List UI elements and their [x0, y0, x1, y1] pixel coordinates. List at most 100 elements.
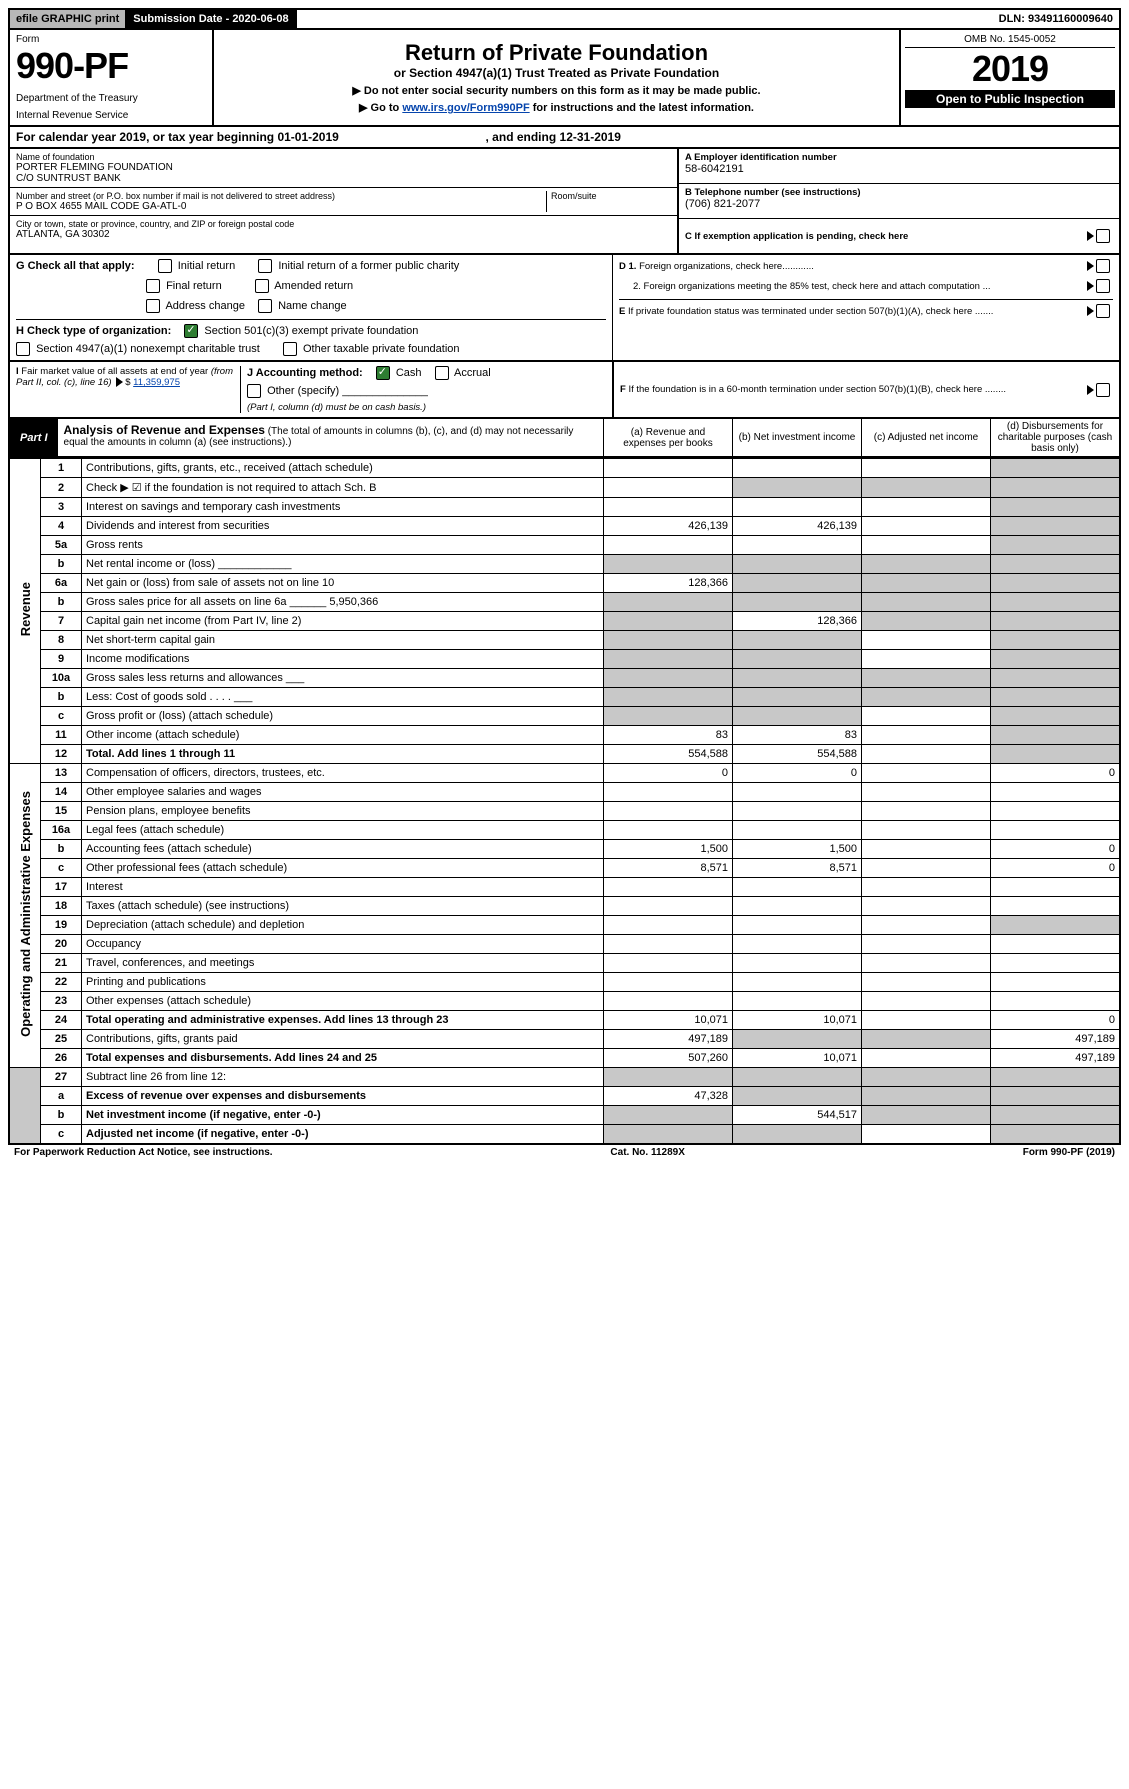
table-row: 18Taxes (attach schedule) (see instructi… — [9, 897, 1120, 916]
table-row: bNet rental income or (loss) ___________… — [9, 555, 1120, 574]
table-row: 2Check ▶ ☑ if the foundation is not requ… — [9, 478, 1120, 498]
f-label: F If the foundation is in a 60-month ter… — [620, 384, 1085, 395]
page-footer: For Paperwork Reduction Act Notice, see … — [8, 1145, 1121, 1160]
table-row: 22Printing and publications — [9, 973, 1120, 992]
f-cb[interactable] — [1096, 383, 1110, 397]
g-address-cb[interactable] — [146, 299, 160, 313]
part-title: Analysis of Revenue and Expenses — [64, 423, 265, 437]
j-note: (Part I, column (d) must be on cash basi… — [247, 402, 426, 413]
h-4947-cb[interactable] — [16, 342, 30, 356]
table-row: Revenue1Contributions, gifts, grants, et… — [9, 459, 1120, 478]
col-b-header: (b) Net investment income — [733, 419, 862, 456]
table-row: 10aGross sales less returns and allowanc… — [9, 669, 1120, 688]
addr-label: Number and street (or P.O. box number if… — [16, 191, 546, 201]
table-row: 5aGross rents — [9, 536, 1120, 555]
table-row: bLess: Cost of goods sold . . . . ___ — [9, 688, 1120, 707]
table-row: aExcess of revenue over expenses and dis… — [9, 1087, 1120, 1106]
d2-label: 2. Foreign organizations meeting the 85%… — [619, 281, 1085, 292]
table-row: 6aNet gain or (loss) from sale of assets… — [9, 574, 1120, 593]
h-label: H Check type of organization: — [16, 325, 171, 337]
expenses-side-label: Operating and Administrative Expenses — [9, 764, 41, 1068]
open-public-badge: Open to Public Inspection — [905, 90, 1115, 108]
section-g-h-d: G Check all that apply: Initial return I… — [8, 255, 1121, 362]
table-row: 27Subtract line 26 from line 12: — [9, 1068, 1120, 1087]
table-row: 21Travel, conferences, and meetings — [9, 954, 1120, 973]
form-title: Return of Private Foundation — [220, 40, 893, 66]
g-initial-return-cb[interactable] — [158, 259, 172, 273]
table-row: 14Other employee salaries and wages — [9, 783, 1120, 802]
name-label: Name of foundation — [16, 152, 671, 162]
arrow-icon — [1087, 231, 1094, 241]
table-row: 9Income modifications — [9, 650, 1120, 669]
exemption-checkbox[interactable] — [1096, 229, 1110, 243]
part1-header: Part I Analysis of Revenue and Expenses … — [8, 419, 1121, 458]
room-label: Room/suite — [551, 191, 671, 201]
table-row: 26Total expenses and disbursements. Add … — [9, 1049, 1120, 1068]
table-row: cAdjusted net income (if negative, enter… — [9, 1125, 1120, 1145]
table-row: 15Pension plans, employee benefits — [9, 802, 1120, 821]
d1-cb[interactable] — [1096, 259, 1110, 273]
table-row: 11Other income (attach schedule)8383 — [9, 726, 1120, 745]
table-row: bGross sales price for all assets on lin… — [9, 593, 1120, 612]
form-label: Form — [16, 34, 206, 45]
table-row: 17Interest — [9, 878, 1120, 897]
note-goto: ▶ Go to www.irs.gov/Form990PF for instru… — [220, 101, 893, 114]
h-501c3-cb[interactable] — [184, 324, 198, 338]
g-initial-former-cb[interactable] — [258, 259, 272, 273]
tax-year: 2019 — [905, 48, 1115, 90]
h-other-cb[interactable] — [283, 342, 297, 356]
form-subtitle: or Section 4947(a)(1) Trust Treated as P… — [220, 66, 893, 80]
g-name-cb[interactable] — [258, 299, 272, 313]
table-row: 25Contributions, gifts, grants paid497,1… — [9, 1030, 1120, 1049]
phone-value: (706) 821-2077 — [685, 198, 1113, 210]
e-cb[interactable] — [1096, 304, 1110, 318]
calendar-year-row: For calendar year 2019, or tax year begi… — [8, 127, 1121, 149]
table-row: 4Dividends and interest from securities4… — [9, 517, 1120, 536]
efile-print-button[interactable]: efile GRAPHIC print — [10, 10, 127, 28]
dept-text: Department of the Treasury — [16, 93, 206, 104]
dln-text: DLN: 93491160009640 — [993, 10, 1119, 28]
table-row: cGross profit or (loss) (attach schedule… — [9, 707, 1120, 726]
footer-right: Form 990-PF (2019) — [1023, 1147, 1115, 1158]
table-row: 20Occupancy — [9, 935, 1120, 954]
phone-label: B Telephone number (see instructions) — [685, 187, 1113, 198]
table-row: cOther professional fees (attach schedul… — [9, 859, 1120, 878]
table-row: bNet investment income (if negative, ent… — [9, 1106, 1120, 1125]
entity-info: Name of foundation PORTER FLEMING FOUNDA… — [8, 149, 1121, 255]
exemption-pending-label: C If exemption application is pending, c… — [685, 231, 1085, 242]
table-row: 3Interest on savings and temporary cash … — [9, 498, 1120, 517]
section-i-j-f: I Fair market value of all assets at end… — [8, 362, 1121, 419]
col-c-header: (c) Adjusted net income — [862, 419, 991, 456]
fmv-link[interactable]: 11,359,975 — [133, 377, 180, 388]
col-a-header: (a) Revenue and expenses per books — [604, 419, 733, 456]
table-row: 19Depreciation (attach schedule) and dep… — [9, 916, 1120, 935]
city-label: City or town, state or province, country… — [16, 219, 671, 229]
g-amended-cb[interactable] — [255, 279, 269, 293]
irs-link[interactable]: www.irs.gov/Form990PF — [402, 102, 529, 114]
e-label: E If private foundation status was termi… — [619, 306, 1085, 317]
j-accrual-cb[interactable] — [435, 366, 449, 380]
d2-cb[interactable] — [1096, 279, 1110, 293]
form-header: Form 990-PF Department of the Treasury I… — [8, 30, 1121, 127]
part-label: Part I — [10, 419, 58, 456]
j-cash-cb[interactable] — [376, 366, 390, 380]
j-other-cb[interactable] — [247, 384, 261, 398]
i-label: I Fair market value of all assets at end… — [16, 366, 236, 388]
g-final-cb[interactable] — [146, 279, 160, 293]
revenue-expense-table: Revenue1Contributions, gifts, grants, et… — [8, 458, 1121, 1145]
omb-number: OMB No. 1545-0052 — [905, 32, 1115, 48]
table-row: 24Total operating and administrative exp… — [9, 1011, 1120, 1030]
table-row: 16aLegal fees (attach schedule) — [9, 821, 1120, 840]
city-state-zip: ATLANTA, GA 30302 — [16, 229, 671, 240]
top-bar: efile GRAPHIC print Submission Date - 20… — [8, 8, 1121, 30]
col-d-header: (d) Disbursements for charitable purpose… — [991, 419, 1119, 456]
g-label: G Check all that apply: — [16, 260, 135, 272]
table-row: 7Capital gain net income (from Part IV, … — [9, 612, 1120, 631]
note-ssn: ▶ Do not enter social security numbers o… — [220, 84, 893, 97]
irs-text: Internal Revenue Service — [16, 110, 206, 121]
ein-value: 58-6042191 — [685, 163, 1113, 175]
table-row: 23Other expenses (attach schedule) — [9, 992, 1120, 1011]
foundation-name: PORTER FLEMING FOUNDATION — [16, 162, 671, 173]
table-row: Operating and Administrative Expenses13C… — [9, 764, 1120, 783]
ein-label: A Employer identification number — [685, 152, 1113, 163]
